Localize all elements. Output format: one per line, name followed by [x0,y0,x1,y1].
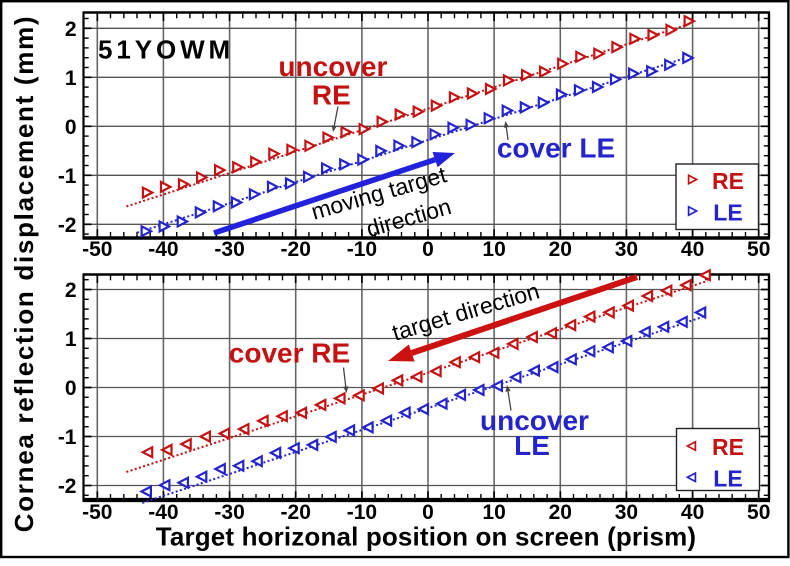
svg-text:2: 2 [65,279,77,302]
svg-text:Target horizonal position on s: Target horizonal position on screen (pri… [156,522,696,552]
svg-text:-20: -20 [281,501,311,524]
svg-text:RE: RE [312,80,351,111]
svg-text:1: 1 [65,328,77,351]
svg-text:LE: LE [713,200,742,226]
svg-text:40: 40 [681,501,704,524]
svg-text:uncover: uncover [480,405,589,436]
svg-text:-20: -20 [281,238,311,261]
svg-text:-2: -2 [58,475,77,498]
svg-text:LE: LE [514,430,550,461]
svg-text:20: 20 [549,238,572,261]
svg-text:-10: -10 [347,501,377,524]
svg-text:30: 30 [615,501,638,524]
svg-text:0: 0 [65,116,77,139]
svg-text:-30: -30 [214,238,244,261]
svg-text:RE: RE [712,168,744,194]
svg-text:uncover: uncover [278,51,387,82]
svg-text:cover LE: cover LE [497,133,615,164]
svg-text:cover RE: cover RE [229,338,350,369]
svg-text:51YOWM: 51YOWM [98,35,234,65]
svg-text:0: 0 [65,377,77,400]
svg-text:1: 1 [65,67,77,90]
svg-text:2: 2 [65,18,77,41]
svg-text:0: 0 [422,238,434,261]
svg-text:50: 50 [747,501,770,524]
svg-text:-30: -30 [214,501,244,524]
svg-text:-50: -50 [82,238,112,261]
svg-text:50: 50 [747,238,770,261]
svg-text:20: 20 [549,501,572,524]
svg-text:RE: RE [712,434,744,460]
svg-text:10: 10 [482,501,505,524]
svg-text:0: 0 [422,501,434,524]
svg-text:-40: -40 [148,238,178,261]
svg-text:30: 30 [615,238,638,261]
svg-text:40: 40 [681,238,704,261]
svg-text:-1: -1 [58,426,77,449]
svg-text:-40: -40 [148,501,178,524]
svg-text:-50: -50 [82,501,112,524]
svg-text:LE: LE [713,466,742,492]
svg-text:-1: -1 [58,165,77,188]
svg-text:Cornea reflection displacement: Cornea reflection displacement (mm) [9,15,39,533]
svg-text:10: 10 [482,238,505,261]
svg-text:-2: -2 [58,214,77,237]
svg-text:-10: -10 [347,238,377,261]
